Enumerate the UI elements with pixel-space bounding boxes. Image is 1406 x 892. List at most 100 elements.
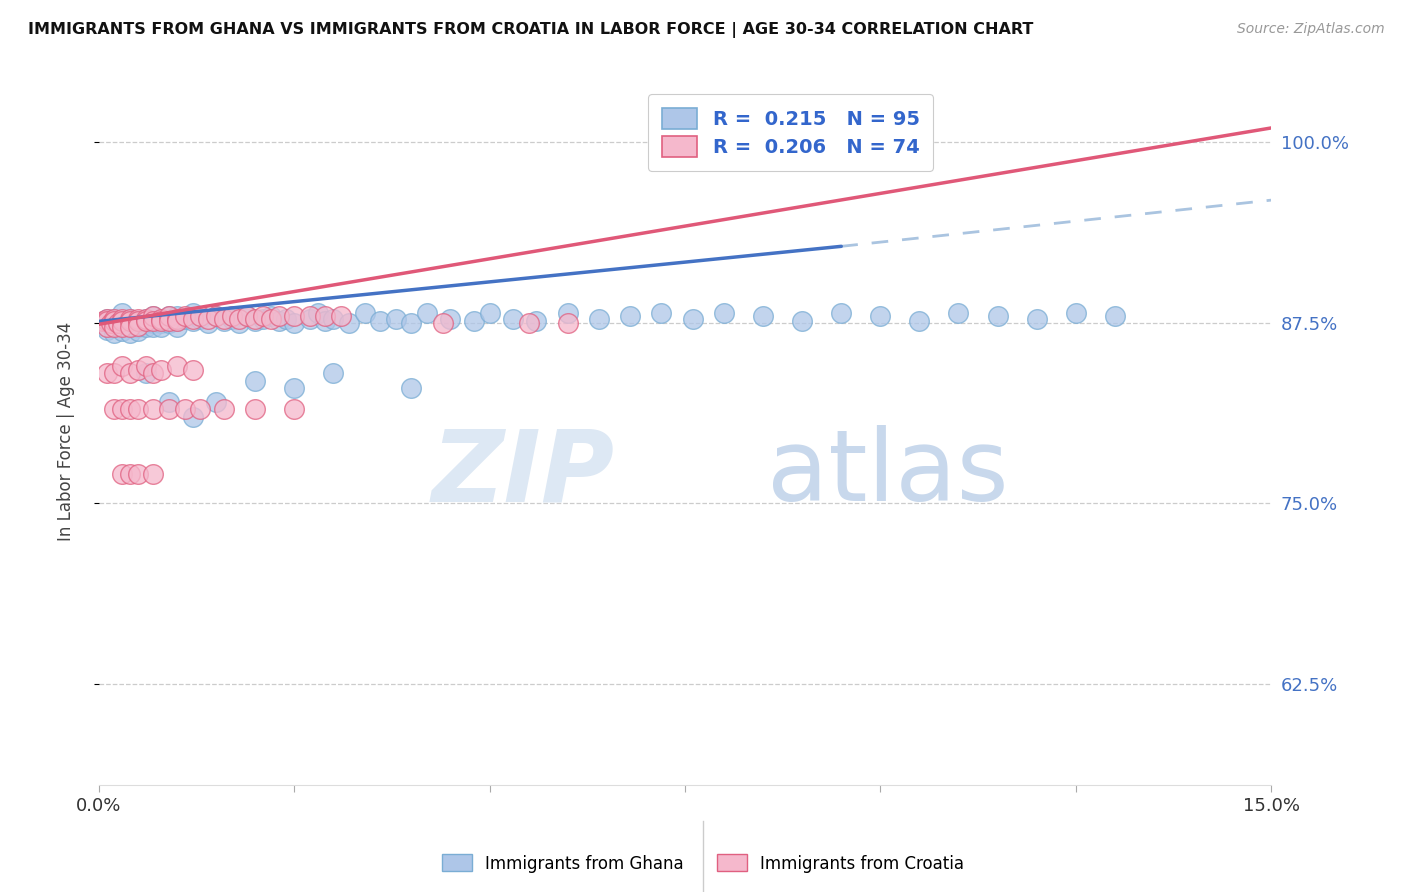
Point bbox=[987, 309, 1010, 323]
Point bbox=[135, 359, 157, 373]
Point bbox=[100, 316, 122, 330]
Point bbox=[283, 316, 305, 330]
Point bbox=[157, 316, 180, 330]
Point bbox=[307, 306, 329, 320]
Point bbox=[135, 320, 157, 334]
Point bbox=[650, 134, 672, 148]
Point bbox=[267, 309, 290, 323]
Point bbox=[166, 359, 188, 373]
Point bbox=[111, 320, 134, 334]
Point bbox=[103, 311, 125, 326]
Point bbox=[157, 314, 180, 328]
Point bbox=[127, 402, 149, 417]
Point bbox=[157, 309, 180, 323]
Point bbox=[96, 367, 118, 381]
Text: Source: ZipAtlas.com: Source: ZipAtlas.com bbox=[1237, 22, 1385, 37]
Point bbox=[181, 311, 204, 326]
Point bbox=[682, 311, 704, 326]
Point bbox=[298, 311, 321, 326]
Point bbox=[166, 314, 188, 328]
Point bbox=[103, 311, 125, 326]
Point bbox=[173, 402, 195, 417]
Point bbox=[260, 309, 283, 323]
Point bbox=[96, 320, 118, 334]
Point bbox=[150, 311, 173, 326]
Point bbox=[243, 314, 266, 328]
Point bbox=[337, 316, 360, 330]
Point bbox=[181, 314, 204, 328]
Point bbox=[150, 316, 173, 330]
Point bbox=[228, 316, 250, 330]
Point bbox=[127, 320, 149, 334]
Point bbox=[173, 309, 195, 323]
Point bbox=[96, 311, 118, 326]
Point bbox=[111, 306, 134, 320]
Point bbox=[752, 309, 775, 323]
Point bbox=[197, 311, 219, 326]
Point bbox=[122, 316, 145, 330]
Point bbox=[111, 359, 134, 373]
Point bbox=[118, 326, 141, 340]
Point bbox=[205, 309, 228, 323]
Point bbox=[173, 311, 195, 326]
Point bbox=[314, 309, 336, 323]
Point bbox=[588, 311, 610, 326]
Point bbox=[243, 311, 266, 326]
Point bbox=[118, 311, 141, 326]
Point bbox=[276, 311, 298, 326]
Point bbox=[118, 314, 141, 328]
Point bbox=[118, 320, 141, 334]
Point bbox=[157, 395, 180, 409]
Point bbox=[236, 309, 259, 323]
Point bbox=[111, 314, 134, 328]
Point bbox=[142, 309, 165, 323]
Point bbox=[103, 320, 125, 334]
Point bbox=[111, 325, 134, 339]
Point bbox=[212, 311, 235, 326]
Point bbox=[111, 318, 134, 332]
Point bbox=[96, 314, 118, 328]
Point bbox=[526, 314, 548, 328]
Point bbox=[197, 316, 219, 330]
Point bbox=[111, 467, 134, 482]
Point bbox=[103, 402, 125, 417]
Point bbox=[118, 311, 141, 326]
Point bbox=[157, 402, 180, 417]
Point bbox=[150, 320, 173, 334]
Point bbox=[91, 316, 114, 330]
Point bbox=[103, 320, 125, 334]
Point bbox=[127, 318, 149, 332]
Point bbox=[792, 314, 814, 328]
Point bbox=[181, 363, 204, 377]
Point bbox=[96, 323, 118, 337]
Point bbox=[384, 311, 406, 326]
Point bbox=[330, 309, 353, 323]
Point bbox=[181, 409, 204, 424]
Point bbox=[91, 314, 114, 328]
Point bbox=[96, 320, 118, 334]
Point bbox=[142, 402, 165, 417]
Legend: Immigrants from Ghana, Immigrants from Croatia: Immigrants from Ghana, Immigrants from C… bbox=[434, 847, 972, 880]
Point bbox=[650, 306, 672, 320]
Point bbox=[401, 381, 423, 395]
Point bbox=[221, 309, 243, 323]
Point bbox=[127, 467, 149, 482]
Point bbox=[252, 311, 274, 326]
Point bbox=[100, 316, 122, 330]
Point bbox=[478, 306, 501, 320]
Point bbox=[314, 314, 336, 328]
Point bbox=[127, 363, 149, 377]
Point bbox=[243, 374, 266, 388]
Point bbox=[243, 402, 266, 417]
Point bbox=[111, 402, 134, 417]
Point bbox=[142, 314, 165, 328]
Point bbox=[1104, 309, 1126, 323]
Point bbox=[830, 306, 852, 320]
Point bbox=[103, 314, 125, 328]
Point bbox=[118, 402, 141, 417]
Point bbox=[111, 314, 134, 328]
Point bbox=[353, 306, 375, 320]
Point bbox=[118, 367, 141, 381]
Point bbox=[135, 316, 157, 330]
Point bbox=[135, 311, 157, 326]
